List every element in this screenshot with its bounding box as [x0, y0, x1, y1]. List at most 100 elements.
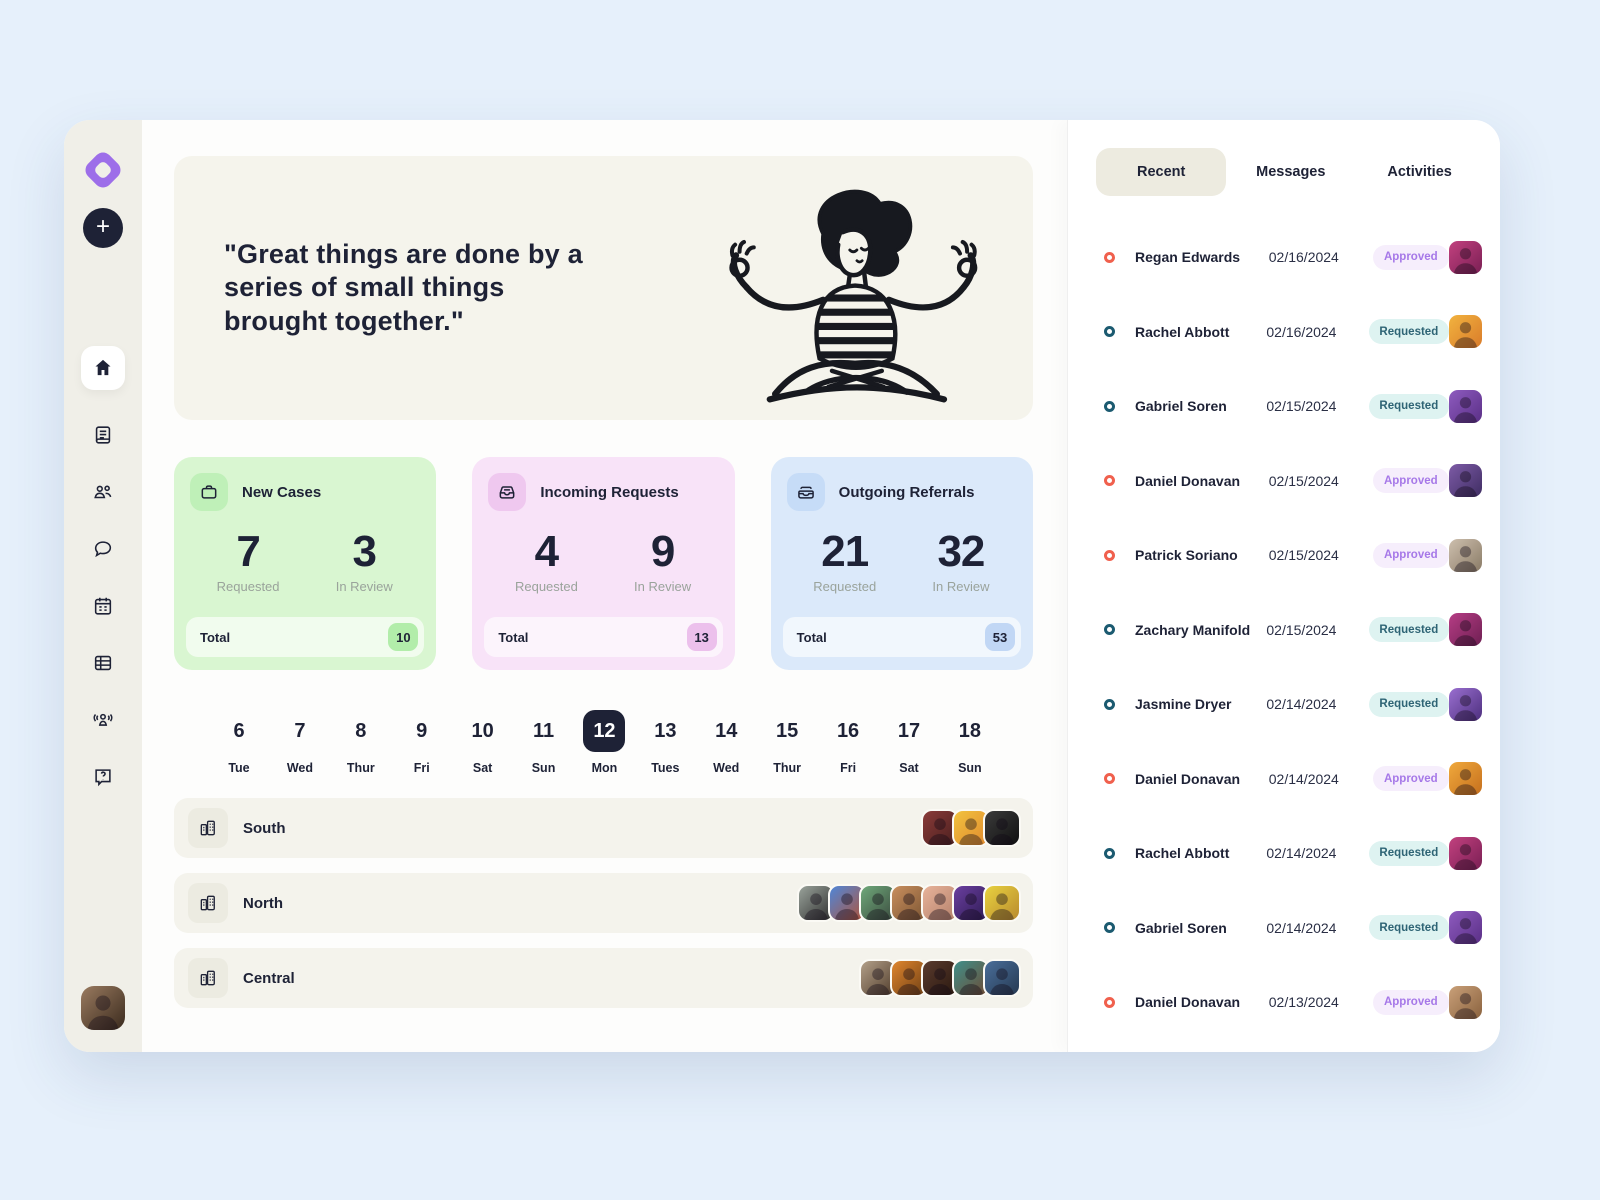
calendar-day[interactable]: 10 Sat [462, 710, 504, 790]
region-avatars [797, 884, 1021, 922]
person-row[interactable]: Regan Edwards 02/16/2024 Approved [1096, 220, 1484, 295]
calendar-day-number: 7 [294, 719, 306, 742]
region-row[interactable]: Central [174, 948, 1033, 1008]
calendar-day-number: 9 [416, 719, 428, 742]
calendar-day-number: 18 [958, 719, 981, 742]
calendar-day-label: Sun [531, 761, 556, 775]
tab-activities[interactable]: Activities [1387, 164, 1452, 180]
status-bullet-icon [1104, 773, 1115, 785]
avatar [1449, 538, 1482, 572]
status-badge: Requested [1368, 840, 1450, 866]
avatar [1449, 613, 1483, 647]
calendar-day[interactable]: 13 Tues [644, 710, 686, 790]
person-row[interactable]: Zachary Manifold 02/15/2024 Requested [1096, 593, 1484, 668]
buildings-icon [200, 970, 215, 986]
calendar-day-label: Fri [413, 761, 430, 775]
stat-card: Incoming Requests 4 Requested 9 In Revie… [472, 457, 735, 670]
stat-inreview-value: 3 [352, 527, 377, 576]
stat-card: New Cases 7 Requested 3 In Review Total … [174, 457, 437, 670]
person-date: 02/15/2024 [1268, 472, 1339, 489]
avatar [1449, 389, 1483, 423]
calendar-day[interactable]: 15 Thur [766, 710, 808, 790]
sidebar-item-home[interactable] [81, 346, 125, 390]
inbox-icon [499, 486, 515, 499]
status-badge: Requested [1368, 393, 1450, 419]
calendar-day[interactable]: 12 Mon [583, 710, 626, 790]
person-row[interactable]: Daniel Donavan 02/13/2024 Approved [1096, 965, 1484, 1040]
add-new-button[interactable]: + [83, 208, 123, 248]
main-content: "Great things are done by a series of sm… [142, 120, 1067, 1052]
avatar [1449, 464, 1482, 498]
sidebar-item-journal[interactable] [91, 423, 115, 447]
stat-requested-label: Requested [514, 579, 578, 594]
calendar-day-number: 6 [233, 719, 245, 742]
person-date: 02/15/2024 [1266, 621, 1337, 638]
person-row[interactable]: Rachel Abbott 02/14/2024 Requested [1096, 816, 1484, 891]
calendar-day[interactable]: 6 Tue [218, 710, 260, 790]
person-row[interactable]: Rachel Abbott 02/16/2024 Requested [1096, 295, 1484, 370]
person-row[interactable]: Daniel Donavan 02/14/2024 Approved [1096, 742, 1484, 817]
person-row[interactable]: Jasmine Dryer 02/14/2024 Requested [1096, 667, 1484, 742]
stat-inreview-label: In Review [634, 579, 692, 594]
status-bullet-icon [1104, 698, 1115, 710]
person-date: 02/15/2024 [1268, 547, 1339, 564]
sidebar-item-calendar[interactable] [91, 594, 115, 618]
person-row[interactable]: Gabriel Soren 02/14/2024 Requested [1096, 891, 1484, 966]
tab-messages[interactable]: Messages [1256, 164, 1326, 180]
person-name: Regan Edwards [1135, 249, 1241, 266]
sidebar-item-chat[interactable] [91, 537, 115, 561]
calendar-day[interactable]: 8 Thur [340, 710, 382, 790]
calendar-day-number: 12 [583, 710, 626, 752]
calendar-day[interactable]: 16 Fri [827, 710, 869, 790]
calendar-day[interactable]: 11 Sun [523, 710, 565, 790]
sidebar: + [64, 120, 142, 1052]
status-badge: Approved [1372, 468, 1449, 494]
calendar-day[interactable]: 9 Fri [401, 710, 443, 790]
tab-recent[interactable]: Recent [1096, 148, 1227, 196]
person-row[interactable]: Daniel Donavan 02/15/2024 Approved [1096, 444, 1484, 519]
user-avatar[interactable] [81, 986, 125, 1030]
region-row[interactable]: North [174, 873, 1033, 933]
person-row[interactable]: Gabriel Soren 02/15/2024 Requested [1096, 369, 1484, 444]
help-icon [95, 769, 111, 787]
activity-panel: Recent Messages Activities Regan Edwards 0… [1067, 120, 1500, 1052]
regions-list: South North Central [174, 798, 1033, 1008]
calendar-day-label: Tue [228, 761, 250, 775]
status-badge: Approved [1372, 989, 1449, 1015]
region-name: North [243, 894, 283, 912]
avatar [1449, 315, 1483, 349]
status-bullet-icon [1104, 922, 1115, 934]
sidebar-item-team[interactable] [91, 708, 115, 732]
sidebar-item-help[interactable] [91, 765, 115, 789]
status-bullet-icon [1104, 549, 1115, 561]
avatar [983, 959, 1021, 997]
stat-total-value: 53 [984, 623, 1015, 651]
stat-total-label: Total [498, 629, 529, 645]
stat-title: Incoming Requests [540, 483, 679, 501]
stat-title: New Cases [242, 483, 322, 501]
stat-requested-value: 4 [534, 527, 559, 576]
sidebar-item-table[interactable] [91, 651, 115, 675]
calendar-day[interactable]: 14 Wed [705, 710, 747, 790]
calendar-day-number: 14 [715, 719, 738, 742]
avatar [1449, 985, 1482, 1019]
calendar-day-label: Wed [286, 761, 313, 775]
calendar-day[interactable]: 7 Wed [279, 710, 321, 790]
calendar-day-label: Thur [773, 761, 802, 775]
status-badge: Approved [1372, 244, 1449, 270]
stat-total-bar: Total 10 [186, 617, 425, 657]
app-window: + [64, 120, 1500, 1052]
status-bullet-icon [1104, 326, 1115, 338]
avatar [983, 809, 1021, 847]
region-row[interactable]: South [174, 798, 1033, 858]
meditation-illustration [729, 189, 978, 403]
person-date: 02/16/2024 [1268, 249, 1339, 266]
outbox-icon [797, 486, 814, 499]
person-name: Daniel Donavan [1135, 472, 1241, 489]
person-row[interactable]: Patrick Soriano 02/15/2024 Approved [1096, 518, 1484, 593]
calendar-day[interactable]: 17 Sat [888, 710, 930, 790]
person-name: Zachary Manifold [1135, 621, 1251, 638]
sidebar-item-users[interactable] [91, 480, 115, 504]
calendar-day[interactable]: 18 Sun [949, 710, 991, 790]
person-name: Daniel Donavan [1135, 994, 1241, 1011]
